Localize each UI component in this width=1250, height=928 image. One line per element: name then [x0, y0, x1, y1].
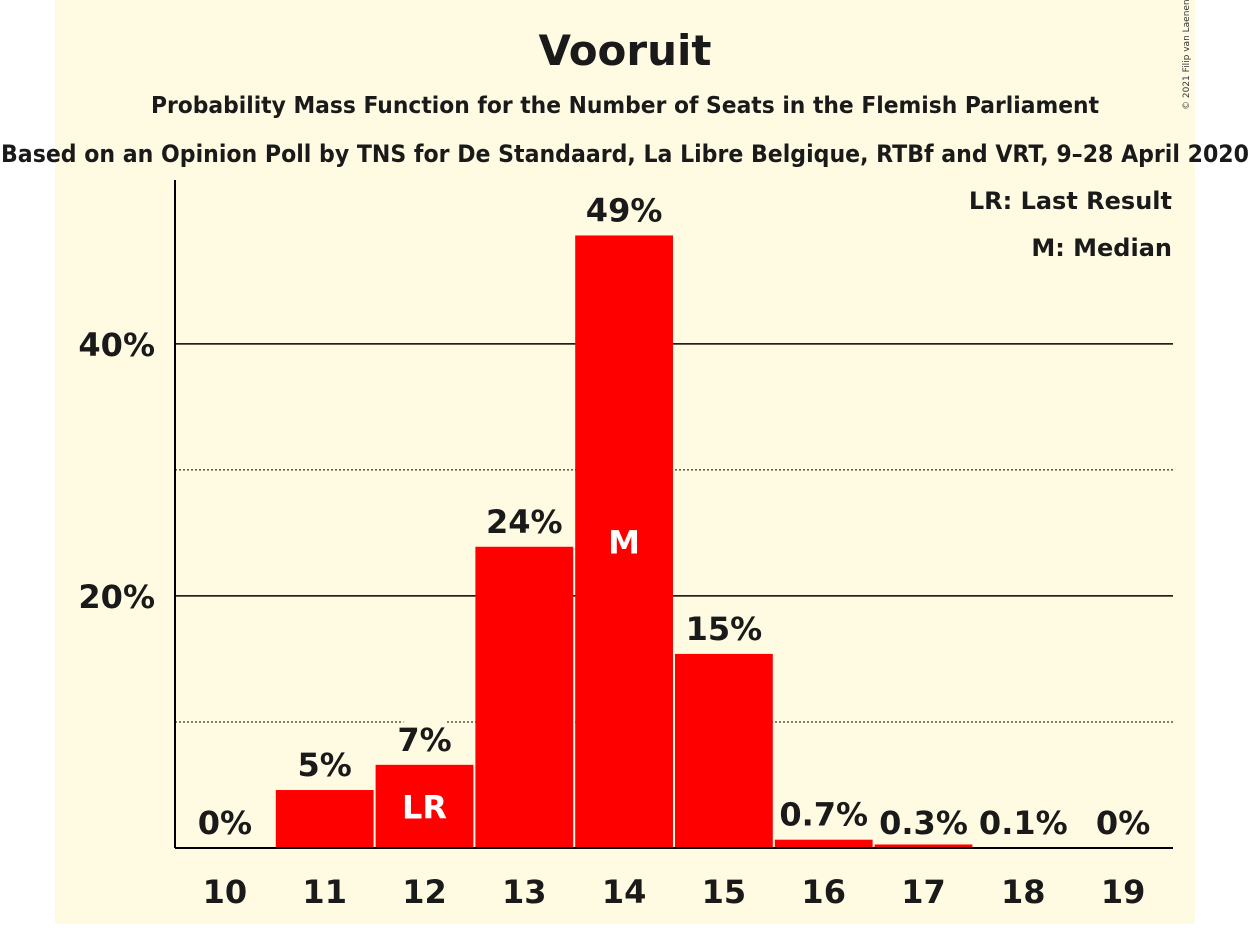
copyright-notice: © 2021 Filip van Laenen: [1182, 0, 1192, 110]
value-label: 0.3%: [879, 804, 968, 842]
x-tick-label: 16: [801, 873, 846, 911]
x-tick-label: 18: [1001, 873, 1046, 911]
value-label-halo: [1102, 804, 1145, 842]
value-label-halo: [494, 502, 554, 541]
value-labels: 0% 5% 7% LR 24% 49% M 15% 0.7% 0.3% 0.1% 0%: [198, 191, 1150, 842]
value-label: 0.7%: [779, 796, 868, 834]
chart-subtitle: Probability Mass Function for the Number…: [151, 93, 1099, 119]
value-label: 0%: [198, 804, 252, 842]
x-tick-labels: 10 11 12 13 14 15 16 17 18 19: [203, 873, 1146, 911]
value-label-halo: [594, 191, 654, 230]
value-label-halo: [303, 746, 346, 785]
bar-marker-lr: LR: [402, 788, 447, 826]
bar-11: [275, 790, 374, 848]
x-tick-label: 13: [502, 873, 547, 911]
value-label-halo: [403, 720, 446, 759]
value-label-halo: [203, 804, 246, 842]
bar-marker-m: M: [608, 524, 640, 562]
value-label-halo: [985, 804, 1062, 842]
y-tick-label: 40%: [78, 326, 155, 364]
bar-16: [774, 839, 873, 848]
x-tick-label: 19: [1101, 873, 1146, 911]
value-label: 15%: [686, 610, 763, 648]
value-label: 0%: [1096, 804, 1150, 842]
value-label: 5%: [298, 746, 352, 784]
value-label: 24%: [486, 503, 563, 541]
x-tick-label: 14: [602, 873, 647, 911]
bars: [275, 235, 1073, 848]
x-tick-label: 10: [203, 873, 248, 911]
y-tick-label: 20%: [78, 578, 155, 616]
chart-title: Vooruit: [538, 26, 711, 75]
grid-lines: [175, 343, 1173, 723]
bar-14: [575, 235, 673, 848]
legend-last-result: LR: Last Result: [969, 187, 1172, 215]
x-tick-label: 11: [302, 873, 347, 911]
x-tick-label: 12: [402, 873, 447, 911]
axes: [174, 180, 1173, 849]
value-label: 0.1%: [979, 804, 1068, 842]
value-label: 49%: [586, 191, 663, 229]
bar-12: [375, 764, 474, 848]
value-label-halo: [694, 609, 754, 648]
bar-13: [475, 546, 574, 848]
x-tick-label: 15: [702, 873, 747, 911]
y-tick-labels: 20% 40%: [78, 326, 155, 616]
bar-17: [874, 844, 973, 848]
value-label: 7%: [397, 721, 451, 759]
bar-15: [675, 653, 773, 848]
value-label-halo: [885, 804, 962, 842]
x-tick-label: 17: [901, 873, 946, 911]
chart-subtitle-source: Based on an Opinion Poll by TNS for De S…: [1, 140, 1249, 168]
value-label-halo: [785, 795, 862, 834]
legend-median: M: Median: [1031, 234, 1172, 262]
